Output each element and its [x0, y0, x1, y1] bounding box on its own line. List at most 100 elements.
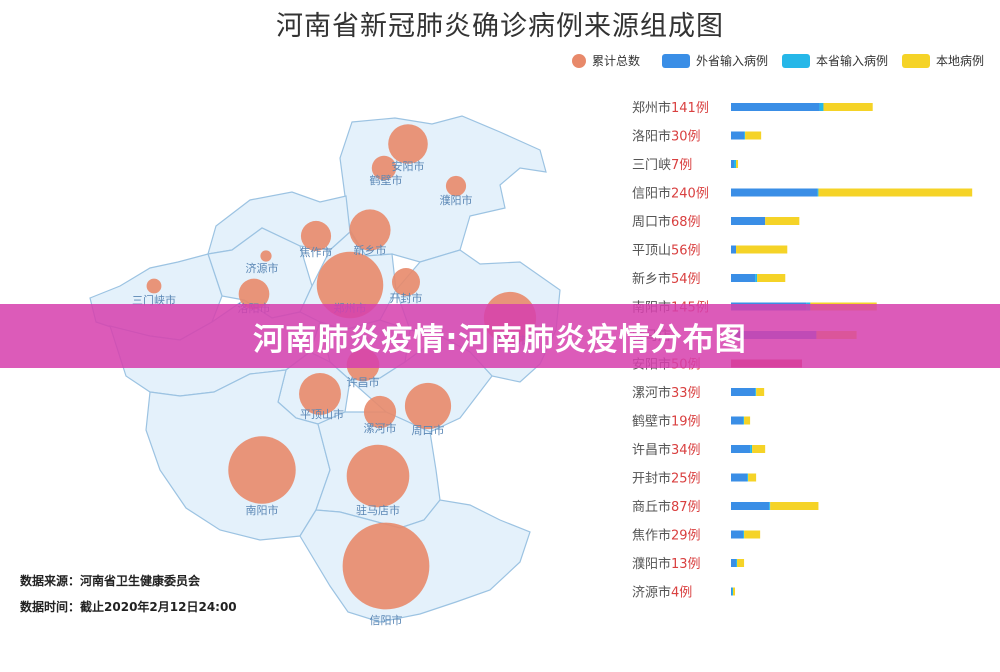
map-city-label: 许昌市 — [347, 375, 380, 389]
map-bubble — [146, 278, 162, 294]
bar-segment — [731, 217, 766, 225]
map-bubble — [300, 220, 332, 252]
bar-segment — [731, 245, 737, 254]
legend-item: 本省输入病例 — [782, 52, 888, 69]
data-source: 数据来源：河南省卫生健康委员会 — [20, 572, 200, 589]
bar-category-label: 商丘市87例 — [632, 499, 701, 515]
map-bubble — [445, 175, 467, 197]
bar-segment — [817, 188, 819, 197]
map-city-label: 安阳市 — [392, 159, 425, 173]
bar-segment — [731, 188, 818, 197]
map-city-label: 漯河市 — [364, 421, 397, 435]
legend-swatch-icon — [782, 53, 810, 68]
bar-segment — [743, 416, 745, 425]
bar-segment — [752, 445, 766, 453]
legend-item: 本地病例 — [902, 52, 984, 69]
bar-segment — [748, 473, 757, 482]
time-value: 截止2020年2月12日24:00 — [80, 600, 237, 614]
legend-item: 累计总数 — [572, 52, 640, 69]
bar-category-label: 济源市4例 — [632, 585, 692, 601]
bar-segment — [755, 388, 757, 396]
bar-segment — [750, 445, 753, 453]
legend-item: 外省输入病例 — [662, 52, 768, 69]
bar-segment — [732, 587, 734, 596]
legend-label: 累计总数 — [592, 54, 641, 68]
legend: 累计总数 外省输入病例 本省输入病例 本地病例 — [572, 52, 992, 74]
bar-segment — [823, 103, 873, 111]
bar-segment — [756, 388, 765, 396]
map-city-label: 新乡市 — [354, 243, 387, 257]
map-bubble — [238, 278, 270, 310]
legend-swatch-icon — [902, 53, 930, 68]
map-bubble — [342, 522, 430, 610]
map-city-label: 濮阳市 — [440, 193, 473, 207]
bar-segment — [744, 530, 761, 539]
data-time: 数据时间：截止2020年2月12日24:00 — [20, 598, 237, 615]
map-bubble — [349, 209, 391, 251]
map-bubble — [363, 395, 397, 429]
map-bubbles — [146, 124, 537, 610]
bar-segment — [757, 274, 786, 282]
bar-category-label: 漯河市33例 — [632, 385, 701, 401]
map-city-label: 平顶山市 — [300, 407, 344, 421]
banner-text: 河南肺炎疫情:河南肺炎疫情分布图 — [253, 321, 747, 358]
map-city-label: 济源市 — [246, 261, 279, 275]
bar-segment — [765, 217, 800, 225]
legend-circle-icon — [572, 53, 586, 68]
title-banner: 河南肺炎疫情:河南肺炎疫情分布图 — [0, 304, 1000, 368]
map-bubble — [228, 436, 296, 504]
legend-label: 本地病例 — [936, 54, 985, 68]
bar-category-label: 三门峡7例 — [632, 158, 692, 173]
bar-segment — [731, 416, 744, 425]
source-value: 河南省卫生健康委员会 — [80, 574, 201, 588]
map-city-label: 南阳市 — [246, 503, 279, 517]
bar-segment — [819, 103, 824, 111]
map-bubble — [388, 124, 428, 164]
bar-segment — [731, 559, 737, 567]
bar-category-label: 平顶山56例 — [632, 244, 701, 259]
bar-segment — [731, 388, 756, 396]
map-bubble — [392, 268, 420, 296]
map-city-label: 鹤壁市 — [370, 173, 403, 187]
map-city-label: 驻马店市 — [356, 503, 400, 517]
bar-segment — [744, 131, 746, 140]
bar-segment — [736, 245, 788, 254]
bar-category-label: 开封市25例 — [632, 471, 701, 487]
bar-segment — [731, 445, 751, 453]
map-city-label: 开封市 — [390, 291, 423, 305]
bar-segment — [731, 473, 748, 482]
bar-category-label: 郑州市141例 — [632, 100, 709, 116]
map-city-label: 周口市 — [412, 423, 445, 437]
bar-segment — [731, 274, 756, 282]
bar-segment — [731, 103, 820, 111]
bar-segment — [736, 559, 738, 567]
bar-segment — [731, 587, 733, 596]
bar-category-label: 许昌市34例 — [632, 442, 701, 458]
map-city-label: 信阳市 — [370, 613, 403, 627]
chart-title: 河南省新冠肺炎确诊病例来源组成图 — [276, 11, 724, 42]
map-bubble — [260, 250, 272, 262]
bar-category-label: 濮阳市13例 — [632, 556, 701, 572]
bar-segment — [745, 131, 762, 140]
bar-segment — [769, 502, 771, 510]
bar-segment — [731, 131, 745, 140]
bar-segment — [770, 502, 819, 510]
bar-segment — [755, 274, 758, 282]
bar-segment — [737, 559, 745, 567]
bar-segment — [744, 416, 751, 425]
legend-label: 本省输入病例 — [816, 54, 889, 68]
bar-segment — [747, 473, 749, 482]
bar-category-label: 焦作市29例 — [632, 528, 701, 544]
legend-label: 外省输入病例 — [696, 54, 769, 68]
source-label: 数据来源： — [20, 574, 81, 588]
bar-segment — [734, 160, 737, 168]
bar-category-label: 周口市68例 — [632, 214, 701, 230]
bar-segment — [733, 587, 736, 596]
map-bubble — [316, 251, 384, 319]
bar-segment — [731, 160, 735, 168]
time-label: 数据时间： — [20, 600, 81, 614]
map-bubble — [299, 373, 341, 415]
legend-swatch-icon — [662, 53, 690, 68]
map-bubble — [371, 155, 397, 181]
bar-segment — [818, 188, 973, 197]
